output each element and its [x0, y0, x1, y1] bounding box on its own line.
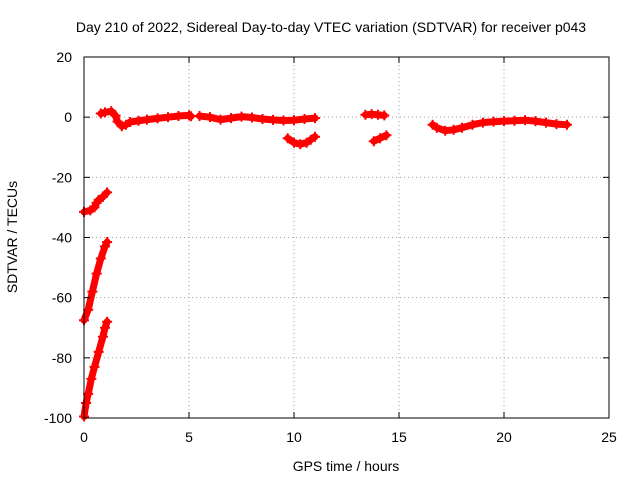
data-point	[551, 119, 562, 130]
data-point	[226, 113, 236, 124]
data-point	[257, 113, 268, 124]
grid-lines	[84, 57, 609, 418]
y-tick-label: -60	[52, 290, 72, 306]
data-point	[87, 286, 98, 297]
y-tick-label: -80	[52, 350, 72, 366]
data-point	[102, 187, 113, 198]
data-point	[299, 113, 310, 124]
data-point	[100, 241, 110, 252]
data-point	[91, 268, 102, 279]
data-point	[375, 133, 386, 144]
data-point	[278, 115, 289, 126]
x-axis-label: GPS time / hours	[293, 458, 400, 474]
x-tick-label: 10	[286, 429, 302, 445]
data-point	[89, 202, 100, 213]
y-tick-label: 20	[56, 49, 72, 65]
series-segment-3	[282, 131, 320, 150]
plot-frame	[83, 56, 610, 419]
data-point	[205, 112, 215, 123]
data-point	[247, 112, 257, 123]
y-tick-label: -20	[52, 169, 72, 185]
data-point	[541, 117, 551, 128]
y-tick-label: -40	[52, 230, 72, 246]
data-point	[467, 119, 478, 130]
series-segment-6	[427, 115, 572, 136]
data-point	[89, 361, 100, 372]
data-point	[282, 133, 293, 144]
y-axis-label: SDTVAR / TECUs	[4, 181, 20, 293]
x-tick-label: 20	[496, 429, 512, 445]
data-point	[509, 115, 520, 126]
x-tick-label: 15	[391, 429, 407, 445]
data-point	[562, 119, 572, 130]
data-point	[83, 388, 94, 399]
data-point	[100, 107, 110, 118]
data-point	[440, 125, 451, 136]
data-point	[431, 122, 442, 133]
y-tick-label: 0	[64, 109, 72, 125]
data-point	[520, 115, 530, 126]
series-segment-1	[95, 106, 197, 132]
data-point	[83, 304, 94, 315]
data-point	[194, 110, 205, 121]
x-tick-label: 0	[80, 429, 88, 445]
data-point	[268, 114, 278, 125]
data-point	[530, 116, 541, 127]
data-point	[499, 116, 509, 127]
series-segment-4	[360, 109, 390, 121]
data-point	[310, 131, 320, 142]
data-point	[97, 331, 108, 342]
data-point	[310, 113, 320, 124]
data-point	[110, 110, 121, 121]
data-point	[186, 111, 197, 122]
data-point	[289, 137, 299, 148]
data-point	[381, 130, 392, 141]
data-point	[236, 111, 247, 122]
chart-title: Day 210 of 2022, Sidereal Day-to-day VTE…	[76, 19, 586, 35]
data-point	[152, 113, 163, 124]
data-point	[100, 322, 110, 333]
data-point	[488, 116, 499, 127]
data-point	[163, 112, 173, 123]
data-point	[215, 114, 226, 125]
data-point	[448, 124, 459, 135]
x-tick-label: 25	[601, 429, 617, 445]
data-point	[86, 373, 97, 384]
data-point	[102, 237, 113, 248]
data-point	[173, 110, 184, 121]
data-point	[457, 122, 467, 133]
x-tick-label: 5	[185, 429, 193, 445]
axis-ticks: 0 5 10 15 20 25 -100 -80 -60 -40 -20 0 20	[44, 49, 617, 445]
data-point	[125, 116, 136, 127]
data-point	[295, 139, 306, 150]
series-segment-2	[194, 110, 320, 126]
data-point	[478, 117, 488, 128]
data-point	[289, 115, 299, 126]
data-point	[95, 253, 106, 264]
series-segment-5	[368, 130, 392, 147]
data-point	[102, 316, 113, 327]
data-point	[133, 115, 144, 126]
data-point	[368, 136, 379, 147]
data-point	[142, 114, 152, 125]
data-series-layer	[79, 106, 572, 422]
y-tick-label: -100	[44, 410, 72, 426]
data-point	[81, 397, 92, 408]
data-point	[93, 346, 104, 357]
data-point	[379, 110, 390, 121]
series-segment-7	[79, 187, 113, 217]
